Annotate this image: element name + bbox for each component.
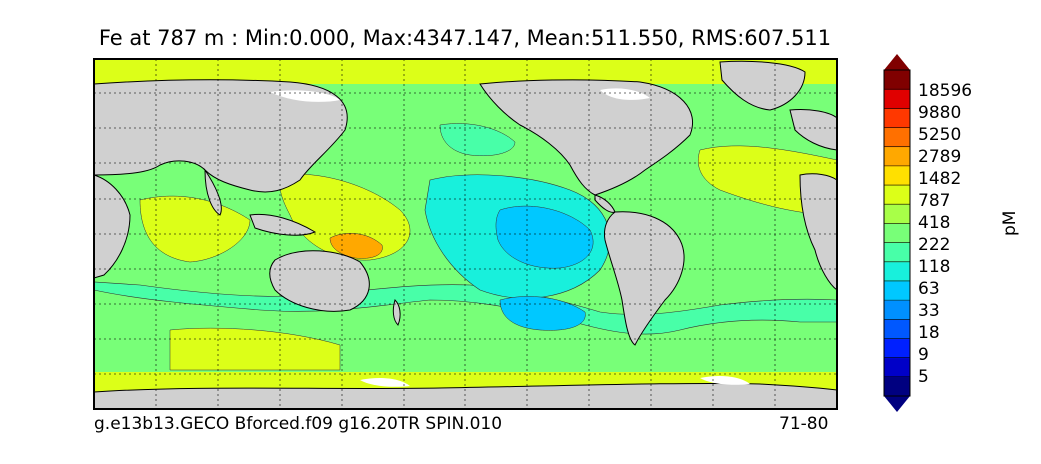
colorbar-segment [884,223,910,244]
colorbar-segment [884,108,910,129]
colorbar-label: 118 [918,257,951,277]
graticule [94,59,837,409]
colorbar-label: 18 [918,323,940,343]
land-india [204,168,222,216]
colorbar-label: 18596 [918,81,973,101]
run-caption: g.e13b13.GECO Bforced.f09 g16.20TR SPIN.… [94,414,503,434]
land-greenland [719,60,806,111]
colorbar-segment [884,261,910,282]
colorbar-segment [884,338,910,359]
colorbar-label: 63 [918,279,940,299]
colorbar-label: 5 [918,367,929,387]
ice-patches [270,88,750,387]
land-africa-west [799,173,838,291]
land-new-zealand [392,299,401,326]
colorbar-units: pM [1000,210,1020,236]
n-pacific-teal [439,123,516,156]
colorbar-segment [884,204,910,224]
land-north-america [479,79,693,196]
colorbar-label: 33 [918,301,940,321]
colorbar [883,54,911,412]
land [93,60,838,410]
colorbar-label: 9880 [918,103,962,123]
colorbar-label: 787 [918,191,951,211]
colorbar-extend-min-arrow [884,396,910,412]
colorbar-frame [883,69,911,397]
colorbar-segment [884,127,910,148]
colorbar-segment [884,185,910,205]
years-caption: 71-80 [779,414,829,434]
land-indonesia [249,213,317,236]
colorbar-segment [884,70,910,90]
tasman-yellow-region [169,327,341,371]
map-frame [93,58,838,410]
colorbar-segment [884,146,910,167]
colorbar-segment [884,280,910,301]
colorbar-segment [884,357,910,378]
colorbar-label: 418 [918,213,951,233]
colorbar-label: 9 [918,345,929,365]
land-south-america [604,211,685,346]
colorbar-segment [884,319,910,339]
colorbar-label: 1482 [918,169,962,189]
colorbar-segment [884,376,910,397]
south-pacific-cyan [499,296,586,331]
colorbar-segment [884,242,910,263]
map-panel [93,58,838,410]
land-africa-east [93,174,131,279]
colorbar-segment [884,300,910,320]
w-pacific-yellow-region [279,173,411,261]
land-australia [269,250,370,312]
orange-hotspot [329,233,383,259]
colorbar-label: 5250 [918,125,962,145]
colorbar-label: 2789 [918,147,962,167]
indian-yellow-region [139,195,251,263]
colorbar-label: 222 [918,235,951,255]
colorbar-segment [884,89,910,109]
colorbar-extend-max-arrow [884,54,910,70]
pacific-cyan-core [495,205,594,269]
figure-title: Fe at 787 m : Min:0.000, Max:4347.147, M… [98,26,832,50]
colorbar-segment [884,165,910,186]
